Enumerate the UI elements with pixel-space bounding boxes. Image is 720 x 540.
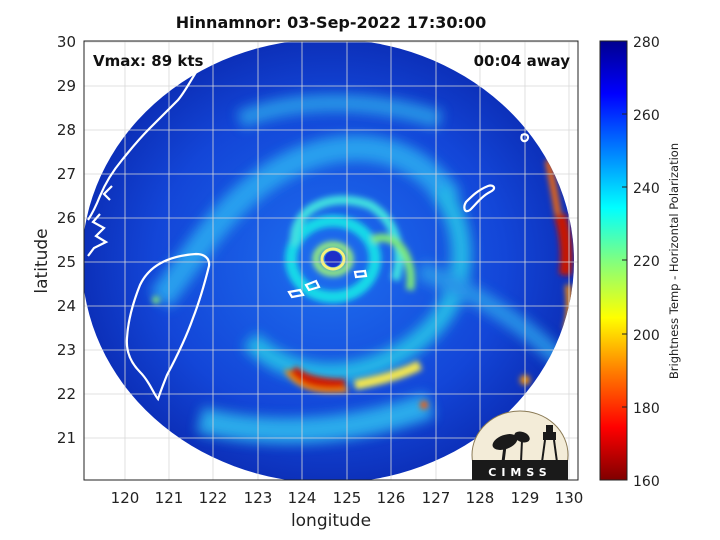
y-tick-label: 30 <box>57 33 76 51</box>
x-tick-label: 125 <box>333 489 362 507</box>
colorbar-tick-label: 200 <box>633 328 660 344</box>
colorbar-ticks <box>622 40 627 481</box>
colorbar-tick-label: 160 <box>633 474 660 490</box>
y-tick-label: 23 <box>57 341 76 359</box>
x-tick-label: 123 <box>244 489 273 507</box>
storm-eye <box>325 251 341 267</box>
colorbar-tick-label: 260 <box>633 108 660 124</box>
y-tick-label: 26 <box>57 209 76 227</box>
y-tick-label: 22 <box>57 385 76 403</box>
y-tick-label: 25 <box>57 253 76 271</box>
x-tick-labels: 120 121 122 123 124 125 126 127 128 129 … <box>111 489 584 507</box>
y-tick-label: 27 <box>57 165 76 183</box>
y-tick-label: 28 <box>57 121 76 139</box>
y-axis-label: latitude <box>32 228 52 294</box>
cimss-logo: CIMSS <box>471 410 569 480</box>
x-tick-label: 128 <box>466 489 495 507</box>
x-tick-label: 124 <box>288 489 317 507</box>
ryukyu-okinawa <box>463 184 496 213</box>
x-tick-label: 120 <box>111 489 140 507</box>
china-coast <box>87 46 211 257</box>
colorbar-label: Brightness Temp - Horizontal Polarizatio… <box>667 142 681 380</box>
x-tick-label: 126 <box>377 489 406 507</box>
grid-lines <box>84 41 578 480</box>
x-tick-label: 121 <box>155 489 184 507</box>
taiwan-coast <box>125 252 211 402</box>
x-tick-label: 127 <box>422 489 451 507</box>
ryukyu-islands-south <box>287 269 368 299</box>
colorbar-tick-label: 240 <box>633 181 660 197</box>
y-tick-labels: 21 22 23 24 25 26 27 28 29 30 <box>57 33 76 447</box>
x-tick-label: 129 <box>511 489 540 507</box>
colorbar-tick-label: 280 <box>633 35 660 51</box>
ryukyu-islands-north <box>520 107 560 143</box>
time-offset-label: 00:04 away <box>473 52 570 70</box>
vmax-label: Vmax: 89 kts <box>93 52 204 70</box>
y-tick-label: 21 <box>57 429 76 447</box>
coastlines <box>87 46 560 402</box>
x-tick-label: 130 <box>555 489 584 507</box>
colorbar-tick-label: 180 <box>633 401 660 417</box>
x-tick-label: 122 <box>199 489 228 507</box>
y-tick-label: 24 <box>57 297 76 315</box>
satellite-swath <box>84 41 574 480</box>
colorbar-tick-labels: 160 180 200 220 240 260 280 <box>633 35 660 490</box>
y-tick-label: 29 <box>57 77 76 95</box>
colorbar-tick-label: 220 <box>633 254 660 270</box>
x-axis-label: longitude <box>290 511 372 531</box>
axes-frame <box>83 40 579 481</box>
chart-title: Hinnamnor: 03-Sep-2022 17:30:00 <box>175 13 487 32</box>
logo-text: CIMSS <box>488 466 551 479</box>
